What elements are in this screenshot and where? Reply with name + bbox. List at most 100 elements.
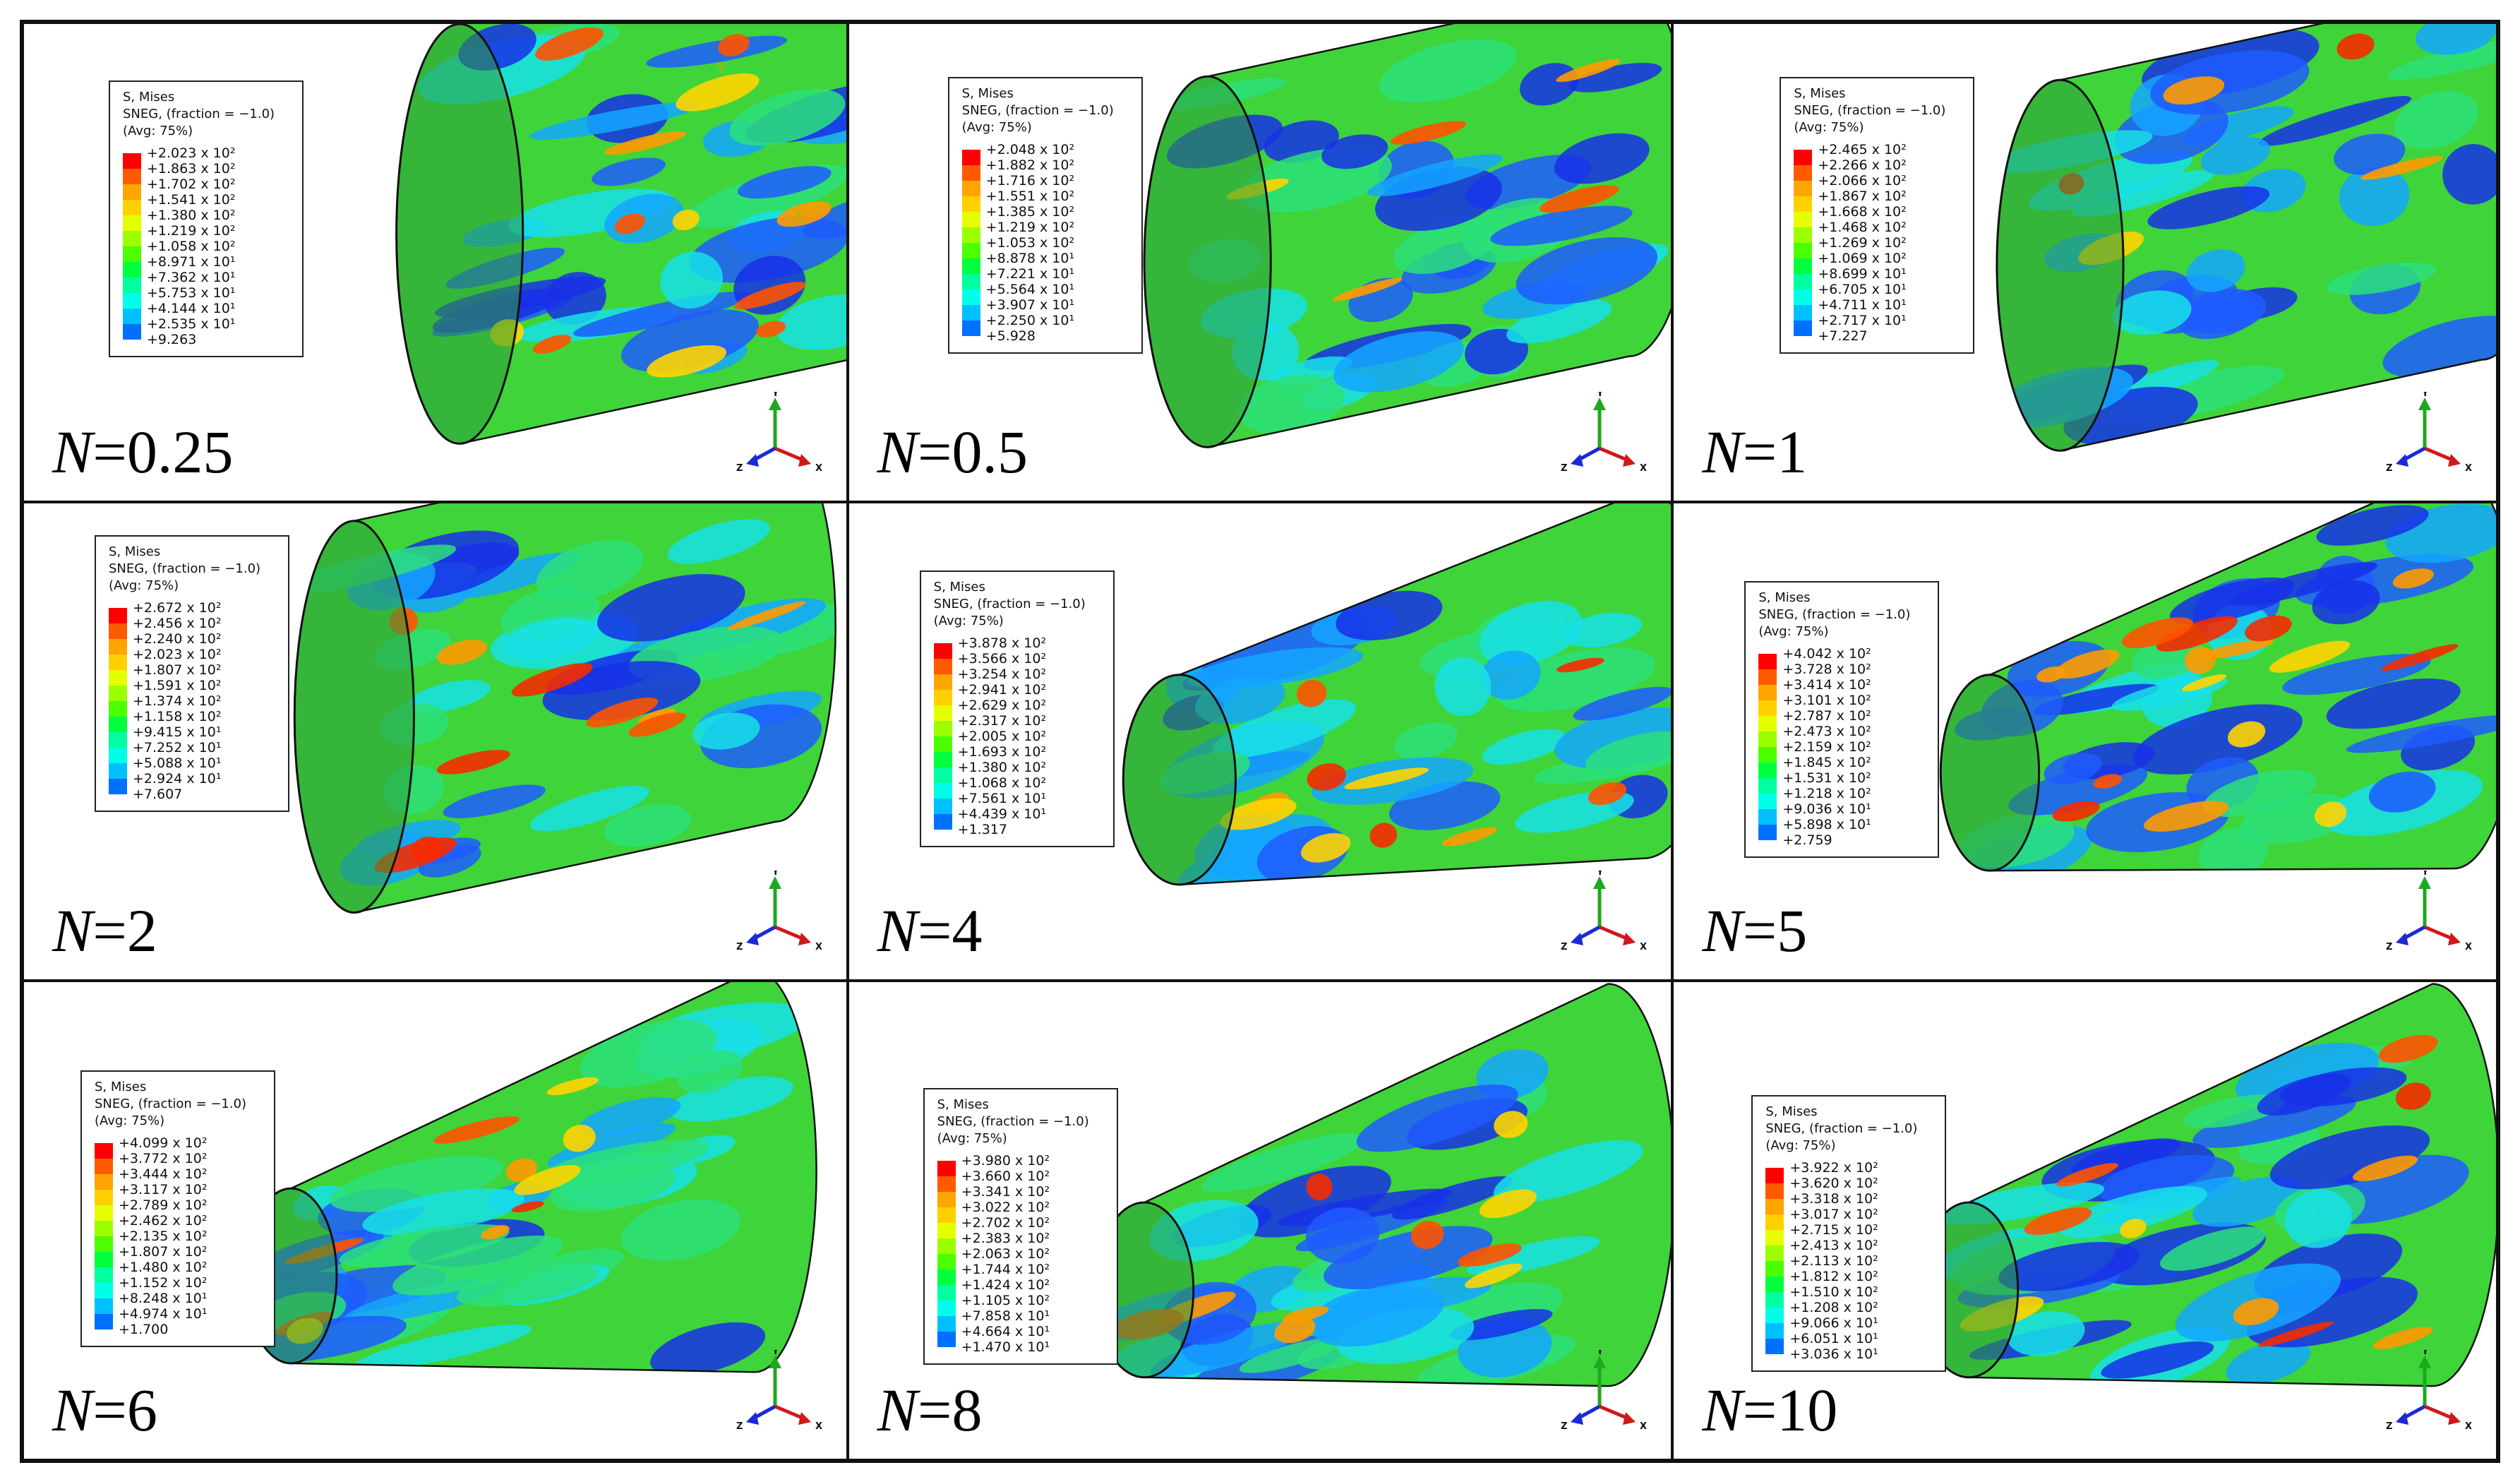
legend-box: S, Mises SNEG, (fraction = −1.0) (Avg: 75%… — [80, 1070, 275, 1348]
legend-value: +1.744 x 10² — [961, 1262, 1050, 1278]
legend-value: +1.863 x 10² — [147, 161, 236, 177]
legend-swatch — [95, 1236, 113, 1253]
legend-value: +7.221 x 10¹ — [985, 266, 1075, 282]
legend-scale: +4.042 x 10² +3.728 x 10² +3.414 x 10² +3.1… — [1758, 646, 1929, 848]
legend-box: S, Mises SNEG, (fraction = −1.0) (Avg: 75%… — [109, 80, 304, 357]
legend-entry: +1.158 x 10² — [109, 709, 280, 732]
legend-value: +2.005 x 10² — [957, 728, 1047, 744]
legend-entry: +2.317 x 10² — [933, 713, 1105, 736]
legend-value: +4.042 x 10² — [1782, 645, 1871, 662]
legend-scale: +3.980 x 10² +3.660 x 10² +3.341 x 10² +3.0… — [937, 1153, 1108, 1355]
legend-entry: +7.221 x 10¹ — [961, 266, 1133, 289]
axis-label-z: Z — [736, 942, 743, 952]
legend-entry: +1.069 x 10² — [1794, 251, 1964, 274]
legend-entry: +2.759 — [1758, 832, 1929, 848]
legend-entry: +1.867 x 10² — [1794, 189, 1964, 212]
legend-value: +1.882 x 10² — [985, 157, 1075, 173]
legend-swatch — [123, 262, 141, 277]
n-value: =6 — [92, 1376, 157, 1444]
legend-value: +1.531 x 10² — [1782, 770, 1871, 786]
legend-entry: +4.664 x 10¹ — [937, 1324, 1108, 1348]
tube-model — [395, 24, 846, 445]
legend-entry: +3.728 x 10² — [1758, 662, 1929, 685]
axis-label-y: Y — [1596, 1350, 1604, 1357]
legend-value: +2.250 x 10¹ — [985, 313, 1075, 328]
legend-swatch — [961, 289, 980, 305]
panel-n1: S, Mises SNEG, (fraction = −1.0) (Avg: 75%… — [1672, 23, 2497, 502]
legend-entry: +6.051 x 10¹ — [1765, 1331, 1936, 1355]
legend-swatch — [1765, 1292, 1784, 1308]
legend-box: S, Mises SNEG, (fraction = −1.0) (Avg: 75%… — [95, 534, 289, 812]
tube-opening — [294, 520, 414, 913]
legend-entry: +3.022 x 10² — [937, 1200, 1108, 1224]
legend-header-line: (Avg: 75%) — [933, 613, 1004, 628]
n-value: =10 — [1742, 1376, 1838, 1444]
axis-label-x: X — [1640, 463, 1647, 474]
legend-swatch — [123, 184, 141, 200]
legend-value: +9.066 x 10¹ — [1789, 1315, 1878, 1332]
simulation-view — [244, 982, 817, 1373]
legend-swatch — [1794, 181, 1813, 196]
legend-value: +2.465 x 10² — [1818, 142, 1907, 157]
legend-swatch — [95, 1298, 113, 1315]
legend-header-line: SNEG, (fraction = −1.0) — [95, 1096, 247, 1112]
legend-swatch — [1758, 684, 1777, 700]
legend-value: +7.561 x 10¹ — [957, 790, 1047, 806]
axis-label-z: Z — [2386, 463, 2392, 474]
legend-swatch — [95, 1221, 113, 1237]
legend-box: S, Mises SNEG, (fraction = −1.0) (Avg: 75%… — [947, 77, 1143, 354]
legend-entry: +1.480 x 10² — [95, 1260, 265, 1284]
legend-entry: +3.907 x 10¹ — [961, 297, 1133, 321]
n-value: =5 — [1742, 897, 1808, 965]
n-value-label: N=0.5 — [877, 422, 1028, 482]
legend-value: +1.693 x 10² — [957, 743, 1047, 760]
legend-entry: +2.113 x 10² — [1765, 1253, 1936, 1277]
legend-entry: +2.672 x 10² — [109, 599, 280, 623]
legend-swatch — [937, 1238, 956, 1255]
legend-header-line: SNEG, (fraction = −1.0) — [937, 1114, 1089, 1130]
legend-entry: +4.439 x 10¹ — [933, 806, 1105, 830]
axis-label-y: Y — [2421, 392, 2429, 399]
stress-contour-field — [1997, 24, 2496, 451]
legend-scale: +2.023 x 10² +1.863 x 10² +1.702 x 10² +1.5… — [123, 145, 294, 347]
legend-value: +5.753 x 10¹ — [147, 285, 236, 301]
legend-value: +8.878 x 10¹ — [985, 251, 1075, 266]
legend-entry: +3.254 x 10² — [933, 667, 1105, 690]
n-value: =0.25 — [92, 417, 234, 486]
legend-value: +7.362 x 10¹ — [147, 270, 236, 285]
legend-entry: +1.807 x 10² — [95, 1244, 265, 1268]
legend-swatch — [937, 1223, 956, 1239]
legend-value: +4.439 x 10¹ — [957, 806, 1047, 822]
legend-value: +2.672 x 10² — [133, 599, 222, 616]
legend-entry: +1.700 — [95, 1322, 265, 1337]
panel-n5: S, Mises SNEG, (fraction = −1.0) (Avg: 75%… — [1672, 501, 2497, 981]
legend-value: +8.699 x 10¹ — [1818, 266, 1907, 282]
legend-entry: +5.928 — [962, 328, 1133, 344]
legend-entry: +7.362 x 10¹ — [123, 270, 294, 293]
axis-triad: Y X Z — [2386, 871, 2472, 952]
legend-entry: +2.462 x 10² — [95, 1213, 265, 1237]
tube-opening — [1940, 674, 2039, 871]
legend-entry: +2.456 x 10² — [109, 616, 280, 639]
legend-value: +1.219 x 10² — [985, 220, 1075, 235]
legend-entry: +1.470 x 10¹ — [937, 1339, 1108, 1355]
n-value-label: N=6 — [52, 1380, 157, 1440]
legend-value: +3.341 x 10² — [961, 1184, 1050, 1200]
legend-entry: +8.248 x 10¹ — [95, 1291, 265, 1315]
stress-contour-field — [1095, 984, 1672, 1387]
panel-n0-25: S, Mises SNEG, (fraction = −1.0) (Avg: 75%… — [23, 23, 848, 502]
legend-swatch — [1794, 274, 1813, 289]
legend-entry: +1.812 x 10² — [1765, 1269, 1936, 1293]
legend-entry: +4.144 x 10¹ — [123, 301, 294, 324]
legend-value: +3.566 x 10² — [957, 650, 1047, 667]
axis-triad: Y X Z — [1561, 1350, 1647, 1432]
legend-swatch — [1765, 1230, 1784, 1246]
axis-label-y: Y — [1596, 871, 1604, 878]
panel-n6: S, Mises SNEG, (fraction = −1.0) (Avg: 75%… — [23, 981, 848, 1460]
legend-swatch — [1794, 243, 1813, 258]
legend-swatch — [961, 321, 980, 336]
legend-swatch — [937, 1332, 956, 1348]
legend-swatch — [1758, 700, 1777, 716]
legend-entry: +1.591 x 10² — [109, 678, 280, 701]
legend-swatch — [1758, 653, 1777, 669]
